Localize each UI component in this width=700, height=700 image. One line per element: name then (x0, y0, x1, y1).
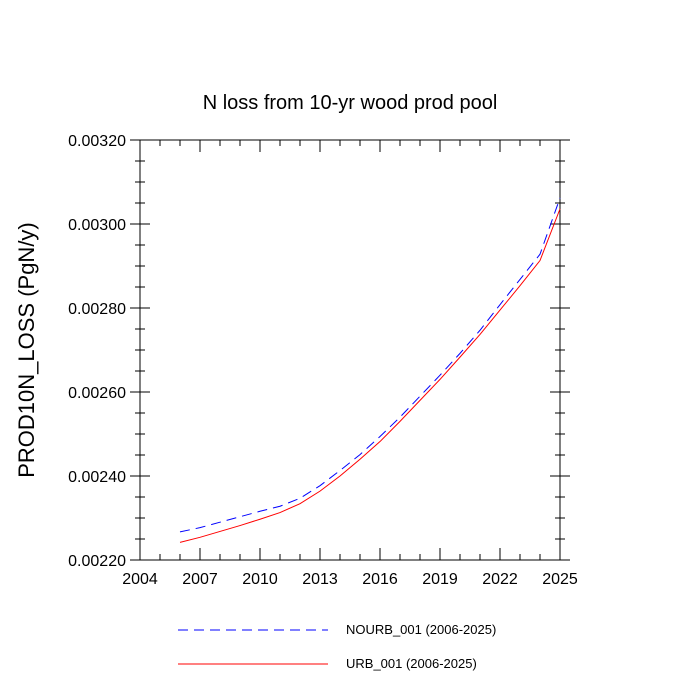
major-ticks (130, 139, 570, 561)
y-tick-labels: 0.00220 0.00240 0.00260 0.00280 0.00300 0.003… (68, 133, 126, 570)
x-tick-label: 2004 (122, 571, 158, 588)
x-tick-label: 2010 (242, 571, 278, 588)
x-tick-label: 2016 (362, 571, 398, 588)
legend: NOURB_001 (2006-2025) URB_001 (2006-2025… (178, 622, 496, 671)
x-tick-label: 2019 (422, 571, 458, 588)
chart-title: N loss from 10-yr wood prod pool (203, 92, 498, 114)
x-tick-labels: 2004 2007 2010 2013 2016 2019 2022 2025 (122, 571, 578, 588)
y-tick-label: 0.00280 (68, 301, 126, 318)
x-tick-label: 2025 (542, 571, 578, 588)
x-tick-label: 2007 (182, 571, 218, 588)
y-axis-label: PROD10N_LOSS (PgN/y) (14, 222, 39, 478)
minor-ticks (135, 139, 565, 561)
series-line-1 (179, 208, 561, 543)
legend-label-nourb: NOURB_001 (2006-2025) (346, 622, 496, 637)
y-tick-label: 0.00240 (68, 469, 126, 486)
y-tick-label: 0.00260 (68, 385, 126, 402)
plot-frame (139, 139, 561, 561)
x-tick-label: 2013 (302, 571, 338, 588)
series-line-0 (179, 197, 561, 533)
legend-label-urb: URB_001 (2006-2025) (346, 656, 477, 671)
y-tick-label: 0.00300 (68, 217, 126, 234)
y-tick-label: 0.00320 (68, 133, 126, 150)
series-lines (179, 197, 561, 543)
x-tick-label: 2022 (482, 571, 518, 588)
y-tick-label: 0.00220 (68, 553, 126, 570)
